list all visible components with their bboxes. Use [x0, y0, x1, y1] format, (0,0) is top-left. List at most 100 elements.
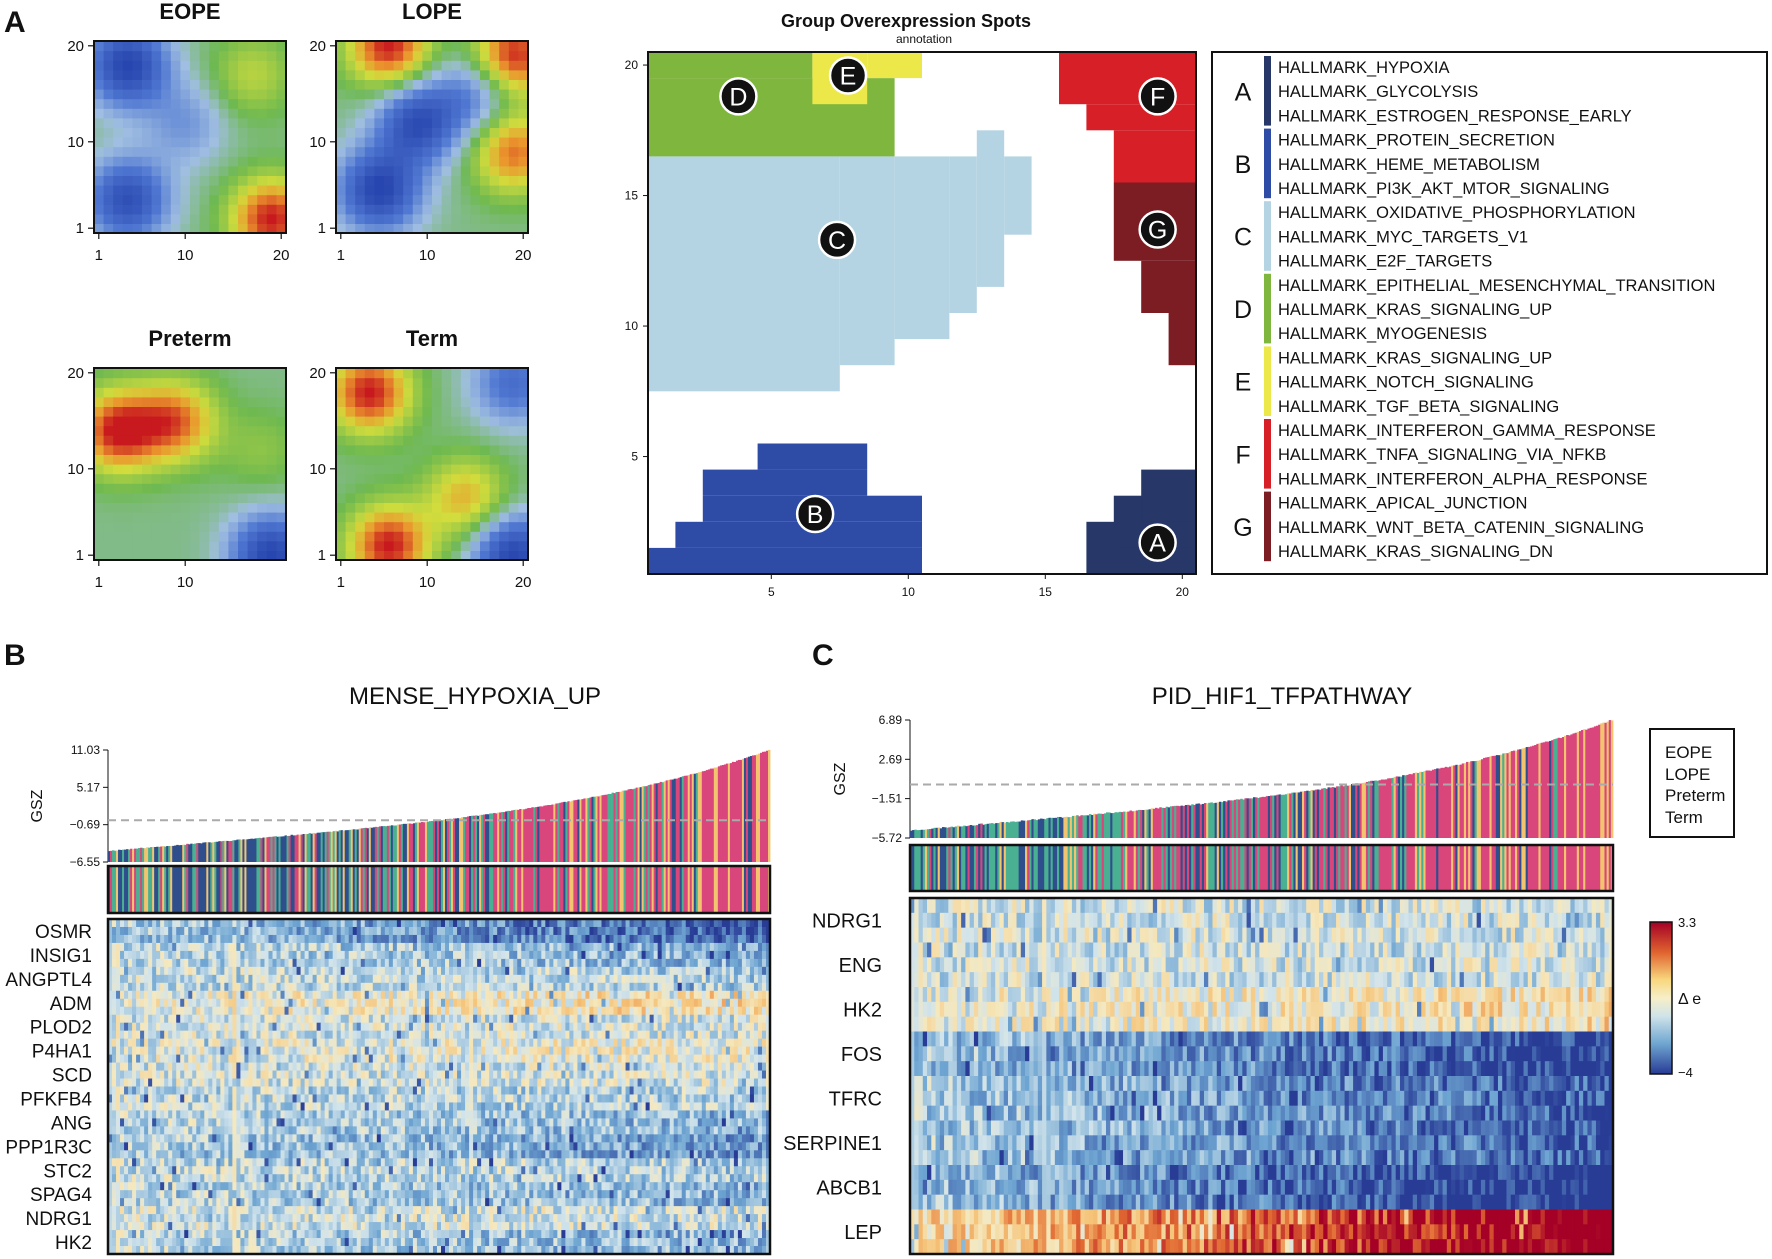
heatmap-cell: [710, 959, 714, 967]
som-cell: [94, 147, 104, 157]
heatmap-cell: [485, 919, 489, 927]
som-cell: [104, 368, 114, 378]
heatmap-cell: [289, 999, 293, 1007]
heatmap-cell: [277, 999, 281, 1007]
heatmap-cell: [216, 983, 220, 991]
heatmap-cell: [345, 1007, 349, 1015]
som-cell: [190, 79, 200, 89]
heatmap-cell: [148, 1039, 152, 1047]
som-cell: [346, 70, 356, 80]
heatmap-cell: [232, 927, 236, 935]
legend-term: HALLMARK_ESTROGEN_RESPONSE_EARLY: [1278, 107, 1632, 125]
heatmap-cell: [136, 935, 140, 943]
som-cell: [346, 406, 356, 416]
heatmap-cell: [148, 999, 152, 1007]
heatmap-cell: [589, 959, 593, 967]
heatmap-cell: [489, 959, 493, 967]
som-cell: [219, 79, 229, 89]
som-cell: [180, 89, 190, 99]
heatmap-cell: [252, 1039, 256, 1047]
som-cell: [171, 166, 181, 176]
som-cell: [355, 493, 365, 503]
heatmap-cell: [441, 999, 445, 1007]
heatmap-cell: [742, 975, 746, 983]
som-cell: [394, 493, 404, 503]
heatmap-cell: [309, 919, 313, 927]
heatmap-cell: [569, 951, 573, 959]
som-cell: [94, 79, 104, 89]
som-cell: [113, 483, 123, 493]
heatmap-cell: [160, 1031, 164, 1039]
heatmap-cell: [361, 1039, 365, 1047]
som-cell: [451, 406, 461, 416]
heatmap-cell: [256, 1015, 260, 1023]
heatmap-cell: [377, 991, 381, 999]
heatmap-cell: [762, 1007, 766, 1015]
som-cell: [171, 493, 181, 503]
som-cell: [422, 522, 432, 532]
som-cell: [442, 60, 452, 70]
som-cell: [132, 464, 142, 474]
heatmap-cell: [501, 935, 505, 943]
som-cell: [374, 378, 384, 388]
heatmap-cell: [646, 999, 650, 1007]
heatmap-cell: [573, 967, 577, 975]
heatmap-cell: [469, 991, 473, 999]
som-cell: [171, 368, 181, 378]
som-cell: [442, 166, 452, 176]
heatmap-cell: [317, 991, 321, 999]
heatmap-cell: [742, 983, 746, 991]
heatmap-cell: [220, 951, 224, 959]
heatmap-cell: [220, 1031, 224, 1039]
som-cell: [499, 79, 509, 89]
heatmap-cell: [626, 959, 630, 967]
heatmap-cell: [341, 967, 345, 975]
heatmap-cell: [614, 967, 618, 975]
som-cell: [123, 387, 133, 397]
heatmap-cell: [481, 991, 485, 999]
som-cell: [499, 445, 509, 455]
som-cell: [374, 156, 384, 166]
heatmap-cell: [321, 919, 325, 927]
som-cell: [161, 406, 171, 416]
y-tick-label: 10: [67, 134, 84, 151]
heatmap-cell: [557, 919, 561, 927]
heatmap-cell: [357, 919, 361, 927]
heatmap-cell: [128, 967, 132, 975]
som-cell: [113, 368, 123, 378]
heatmap-cell: [277, 943, 281, 951]
som-cell: [238, 406, 248, 416]
som-cell: [142, 137, 152, 147]
heatmap-cell: [533, 1015, 537, 1023]
heatmap-cell: [168, 959, 172, 967]
heatmap-cell: [529, 951, 533, 959]
heatmap-cell: [377, 999, 381, 1007]
heatmap-cell: [168, 967, 172, 975]
som-cell: [451, 118, 461, 128]
heatmap-cell: [497, 967, 501, 975]
som-cell: [123, 445, 133, 455]
heatmap-cell: [277, 927, 281, 935]
heatmap-cell: [212, 951, 216, 959]
heatmap-cell: [208, 1031, 212, 1039]
som-cell: [113, 541, 123, 551]
som-cell: [123, 41, 133, 51]
heatmap-cell: [144, 951, 148, 959]
heatmap-cell: [136, 927, 140, 935]
heatmap-cell: [581, 919, 585, 927]
heatmap-cell: [593, 983, 597, 991]
som-cell: [123, 541, 133, 551]
heatmap-cell: [477, 959, 481, 967]
heatmap-cell: [361, 1007, 365, 1015]
som-cell: [228, 531, 238, 541]
som-cell: [248, 464, 258, 474]
heatmap-cell: [180, 991, 184, 999]
som-cell: [413, 108, 423, 118]
heatmap-cell: [754, 919, 758, 927]
heatmap-cell: [614, 935, 618, 943]
heatmap-cell: [361, 1031, 365, 1039]
som-cell: [480, 512, 490, 522]
som-cell: [190, 397, 200, 407]
heatmap-cell: [690, 975, 694, 983]
som-cell: [200, 416, 210, 426]
